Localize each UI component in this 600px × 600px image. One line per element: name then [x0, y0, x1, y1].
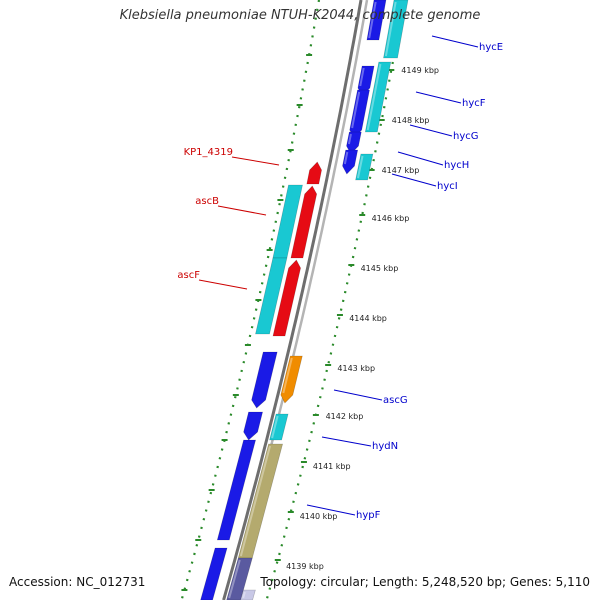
gene-highlight [239, 445, 272, 557]
gene-highlight [351, 91, 361, 129]
gene-label-hych: hycH [444, 160, 469, 171]
label-leader-line [231, 156, 280, 166]
label-leader-line [306, 504, 356, 516]
tick-label: 4141 kbp [313, 462, 351, 471]
tick-label: 4140 kbp [300, 512, 338, 521]
gene-highlight [368, 1, 377, 39]
tick-label: 4143 kbp [337, 364, 375, 373]
gene-block-cyan [269, 413, 289, 441]
gene-highlight [271, 259, 290, 333]
label-leader-line [333, 389, 383, 401]
accession-text: Accession: NC_012731 [9, 575, 146, 589]
gene-highlight [214, 549, 230, 599]
label-leader-line [415, 91, 462, 104]
gene-highlight [282, 357, 293, 394]
gene-block-cyan [355, 153, 374, 181]
gene-highlight [357, 155, 364, 179]
gene-highlight [288, 186, 306, 257]
gene-block-lavender [240, 589, 256, 600]
label-leader-line [409, 124, 453, 137]
gene-highlight [304, 195, 320, 257]
tick-label: 4148 kbp [392, 116, 430, 125]
tick-label: 4144 kbp [349, 314, 387, 323]
backbone-inner-line [228, 0, 369, 600]
tick-label: 4147 kbp [382, 166, 420, 175]
gene-label-hycg: hycG [453, 131, 479, 142]
gene-highlight [366, 63, 382, 131]
tick-label: 4142 kbp [326, 412, 364, 421]
label-leader-line [321, 436, 372, 447]
tick-label: 4149 kbp [401, 66, 439, 75]
gene-block-blue [366, 0, 387, 41]
gene-block-cyan [383, 0, 409, 59]
gene-highlight [242, 591, 246, 599]
gene-highlight [343, 151, 349, 165]
gene-labels: hycE hycF hycG hycH hycI KP1_4319 ascB ascF ascG… [177, 35, 503, 521]
label-leader-line [198, 279, 248, 290]
tick-label: 4145 kbp [361, 264, 399, 273]
backbone-outer-line [222, 0, 363, 600]
gene-block-cyan [255, 257, 288, 335]
gene-highlight [230, 441, 259, 539]
gene-highlight [267, 353, 280, 399]
gene-label-ascf: ascF [177, 270, 200, 281]
gene-block-red [290, 185, 318, 259]
tick-labels: 4149 kbp 4148 kbp 4147 kbp 4146 kbp 4145 kbp… [286, 66, 439, 571]
label-leader-line [397, 151, 444, 166]
gene-label-hycf: hycF [462, 98, 486, 109]
right-dotted-ring [265, 0, 406, 600]
gene-label-ascb: ascB [195, 196, 219, 207]
gene-block-blue [243, 411, 263, 441]
label-leader-line [217, 205, 267, 216]
gene-highlight [384, 1, 397, 57]
gene-block-blue [251, 351, 278, 409]
gene-highlight [286, 269, 304, 335]
gene-highlight [359, 67, 365, 87]
gene-label-hydn: hydN [372, 441, 398, 452]
map-title: Klebsiella pneumoniae NTUH-K2044, comple… [119, 8, 481, 23]
gene-highlight [320, 171, 325, 183]
left-dotted-ring [180, 0, 321, 600]
gene-block-blue [216, 439, 256, 541]
topology-text: Topology: circular; Length: 5,248,520 bp… [260, 575, 590, 589]
gene-label-hyce: hycE [479, 42, 503, 53]
gene-highlight [228, 559, 241, 599]
gene-block-blue [200, 547, 228, 600]
gene-block-slate [226, 557, 253, 600]
gene-block-orange [280, 355, 303, 404]
gene-block-red [306, 161, 322, 185]
gene-label-hyci: hycI [437, 181, 458, 192]
gene-highlight [271, 415, 279, 439]
left-ring-dashes [181, 54, 313, 591]
right-ring-dashes [274, 19, 404, 561]
gene-highlight [259, 413, 266, 431]
gene-highlight [347, 133, 352, 145]
gene-label-hypf: hypF [356, 510, 381, 521]
gene-label-ascg: ascG [383, 395, 408, 406]
label-leader-line [391, 173, 437, 187]
tick-label: 4139 kbp [286, 562, 324, 571]
label-leader-line [431, 35, 479, 48]
gene-block-cyan [364, 61, 392, 133]
tick-label: 4146 kbp [372, 214, 410, 223]
gene-block-red [272, 259, 301, 337]
gene-label-kp1-4319: KP1_4319 [184, 147, 233, 158]
gene-block-blue [342, 149, 359, 175]
